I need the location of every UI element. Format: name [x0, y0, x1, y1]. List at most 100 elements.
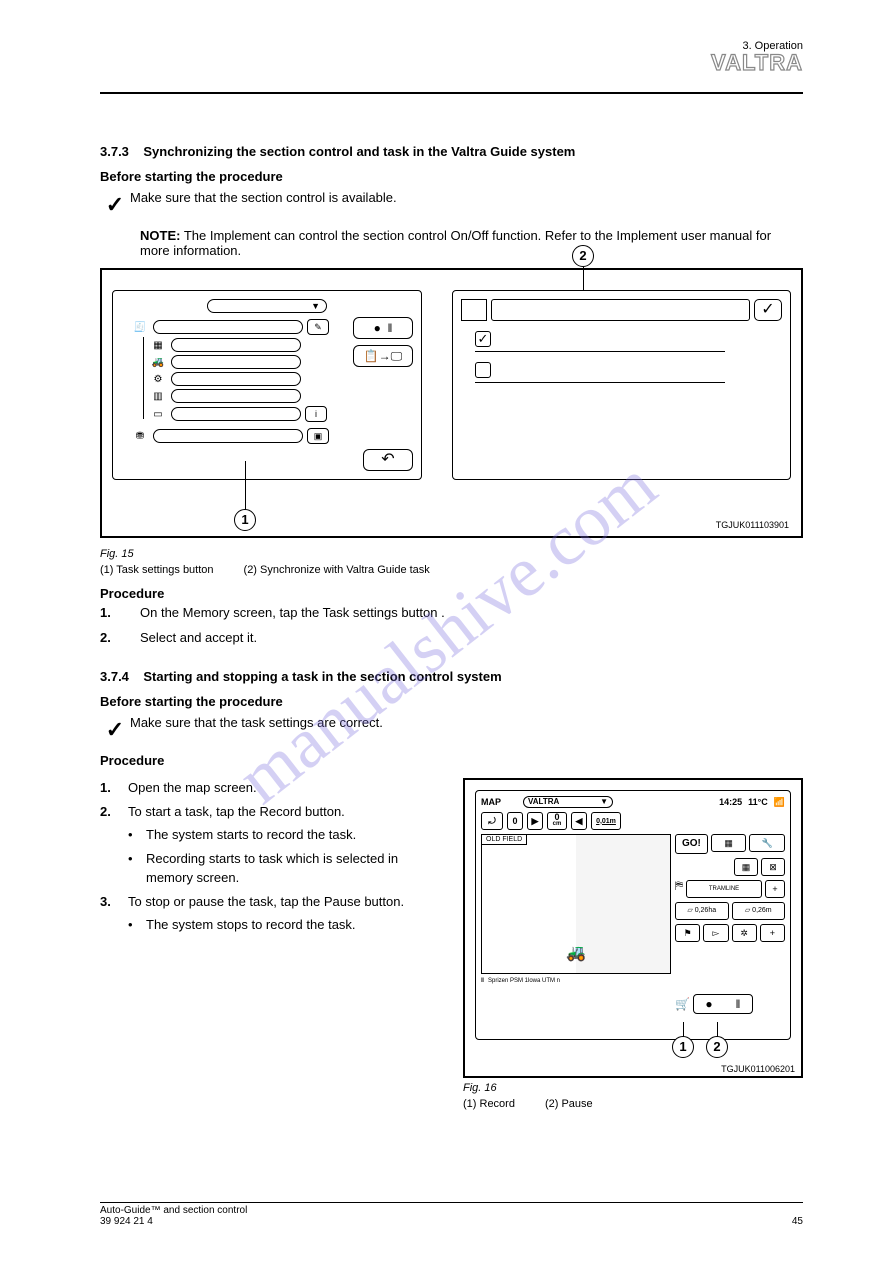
row-icon: 🧾 — [131, 320, 149, 334]
dialog-title-bar: ✓ — [461, 299, 782, 321]
legend-1: (1) Record — [463, 1098, 515, 1110]
prereq-check-2: ✓ Make sure that the task settings are c… — [100, 715, 803, 743]
footer-left: Auto-Guide™ and section control 39 924 2… — [100, 1205, 247, 1227]
row-input[interactable] — [171, 372, 301, 386]
play-button[interactable]: ▶ — [527, 812, 543, 830]
row-input[interactable] — [171, 389, 301, 403]
wrench-button[interactable]: 🔧 — [749, 834, 785, 852]
section-1-heading: 3.7.3 Synchronizing the section control … — [100, 144, 803, 159]
row-input[interactable] — [171, 355, 301, 369]
row-icon: ▭ — [149, 407, 167, 421]
cursor-button[interactable]: ▻ — [703, 924, 728, 942]
breadcrumb: 3. Operation — [100, 40, 803, 52]
area-m: ▱ 0,26m — [732, 902, 786, 920]
checkbox-row-1[interactable]: ✓ — [475, 331, 725, 352]
flag-button[interactable]: ⚑ — [675, 924, 700, 942]
figure-15-caption: Fig. 15 — [100, 548, 803, 560]
prereq-check-1: ✓ Make sure that the section control is … — [100, 190, 803, 218]
map-control-row: ⤾ 0 ▶ 0 cm ◀ 0,01m — [481, 812, 785, 830]
row-icon: ⚙ — [149, 372, 167, 386]
add-button[interactable]: + — [765, 880, 785, 898]
step-2-num: 2. — [100, 630, 140, 645]
back-button[interactable]: ◀ — [571, 812, 587, 830]
note-text: The Implement can control the section co… — [140, 228, 771, 258]
info-btn[interactable]: i — [305, 406, 327, 422]
signal-icon: 📶 — [774, 797, 785, 808]
proc-step-1: Open the map screen. — [128, 778, 443, 798]
auto-button[interactable]: ⤾ — [481, 812, 503, 830]
figure-16-column: MAP VALTRA▼ 14:25 11°C 📶 ⤾ 0 ▶ 0 — [463, 778, 803, 1110]
note-label: NOTE: — [140, 228, 180, 243]
edit-btn[interactable]: ✎ — [307, 319, 329, 335]
temp-display: 11°C — [748, 797, 768, 807]
area-ha: ▱ 0,26ha — [675, 902, 729, 920]
save-btn[interactable]: ▣ — [307, 428, 329, 444]
pause-button[interactable]: ‖ — [736, 997, 741, 1011]
cm-value: 0 — [554, 814, 559, 821]
go-button[interactable]: GO! — [675, 834, 708, 854]
header-divider — [100, 92, 803, 94]
legend-2: (2) Synchronize with Valtra Guide task — [244, 564, 430, 576]
proc-step-3: To stop or pause the task, tap the Pause… — [128, 892, 443, 912]
task-settings-input[interactable] — [171, 407, 301, 421]
checkbox-checked-icon[interactable]: ✓ — [475, 331, 491, 347]
layers-add-button[interactable]: + — [760, 924, 785, 942]
section-1-title: Synchronizing the section control and ta… — [143, 144, 575, 159]
status-text: Sprizen PSM 1lowa UTM n — [488, 978, 560, 984]
figure-15-code: TGJUK011103901 — [716, 520, 789, 530]
tractor-icon: 🚜 — [566, 943, 586, 963]
map-main-area: OLD FIELD 🚜 ‖ Sprizen PSM 1lowa UTM n GO… — [481, 834, 785, 1014]
map-tab[interactable]: MAP — [481, 797, 517, 807]
legend-1: (1) Task settings button — [100, 564, 214, 576]
proc-step-2: To start a task, tap the Record button. — [128, 802, 443, 822]
figure-15: ▼ 🧾 ✎ ▦ 🚜 ⚙ ▥ ▭ i — [100, 268, 803, 538]
tramline-icon: ⛿ — [675, 880, 683, 898]
map-dropdown[interactable]: VALTRA▼ — [523, 796, 613, 808]
map-screen: MAP VALTRA▼ 14:25 11°C 📶 ⤾ 0 ▶ 0 — [475, 790, 791, 1040]
record-pause-button[interactable]: ● ‖ — [353, 317, 413, 339]
cm-unit: cm — [553, 821, 562, 828]
callout-2-circle: 2 — [572, 245, 594, 267]
distance-value: 0,01m — [591, 812, 621, 830]
legend-2: (2) Pause — [545, 1098, 593, 1110]
checkbox-empty-icon[interactable] — [475, 362, 491, 378]
dialog-icon — [461, 299, 487, 321]
figure-16-legend: (1) Record (2) Pause — [463, 1098, 803, 1110]
tramline-label[interactable]: TRAMLINE — [686, 880, 762, 898]
dialog-panel: 2 ✓ ✓ — [452, 290, 791, 480]
back-button[interactable]: ↶ — [363, 449, 413, 471]
step-2: 2. Select and accept it. — [100, 630, 803, 645]
record-button[interactable]: ● — [705, 997, 712, 1011]
row-input[interactable] — [171, 338, 301, 352]
figure-16-caption: Fig. 16 — [463, 1082, 803, 1094]
footer-page-number: 45 — [792, 1216, 803, 1227]
toggle-b[interactable]: ⊠ — [761, 858, 785, 876]
map-status-row: ‖ Sprizen PSM 1lowa UTM n — [481, 978, 671, 984]
footer-divider — [100, 1202, 803, 1203]
intro-label-1: Before starting the procedure — [100, 169, 803, 184]
toggle-a[interactable]: ▦ — [734, 858, 758, 876]
callout-1-line — [245, 461, 246, 511]
procedure-label-1: Procedure — [100, 586, 803, 601]
map-topbar: MAP VALTRA▼ 14:25 11°C 📶 — [481, 796, 785, 808]
section-1-number: 3.7.3 — [100, 144, 129, 159]
row-input[interactable] — [153, 429, 303, 443]
proc-bullet-2a: The system starts to record the task. — [146, 825, 443, 845]
row-icon: ▦ — [149, 338, 167, 352]
export-button[interactable]: 📋→🖵 — [353, 345, 413, 367]
row-input[interactable] — [153, 320, 303, 334]
proc-bullet-3a: The system stops to record the task. — [146, 915, 443, 935]
time-display: 14:25 — [719, 797, 742, 807]
dialog-confirm-button[interactable]: ✓ — [754, 299, 782, 321]
check-icon: ✓ — [100, 190, 130, 218]
grid-icon-button[interactable]: ▦ — [711, 834, 747, 852]
figure-16-code: TGJUK011006201 — [721, 1064, 795, 1074]
step-2-text: Select and accept it. — [140, 630, 803, 645]
panel-dropdown[interactable]: ▼ — [207, 299, 327, 313]
dialog-title-input[interactable] — [491, 299, 750, 321]
callout-2: 2 — [706, 1036, 728, 1058]
layers-button[interactable]: ✲ — [732, 924, 757, 942]
checkbox-row-2[interactable] — [475, 362, 725, 383]
proc-bullet-2b: Recording starts to task which is select… — [146, 849, 443, 888]
section-2-title: Starting and stopping a task in the sect… — [143, 669, 501, 684]
